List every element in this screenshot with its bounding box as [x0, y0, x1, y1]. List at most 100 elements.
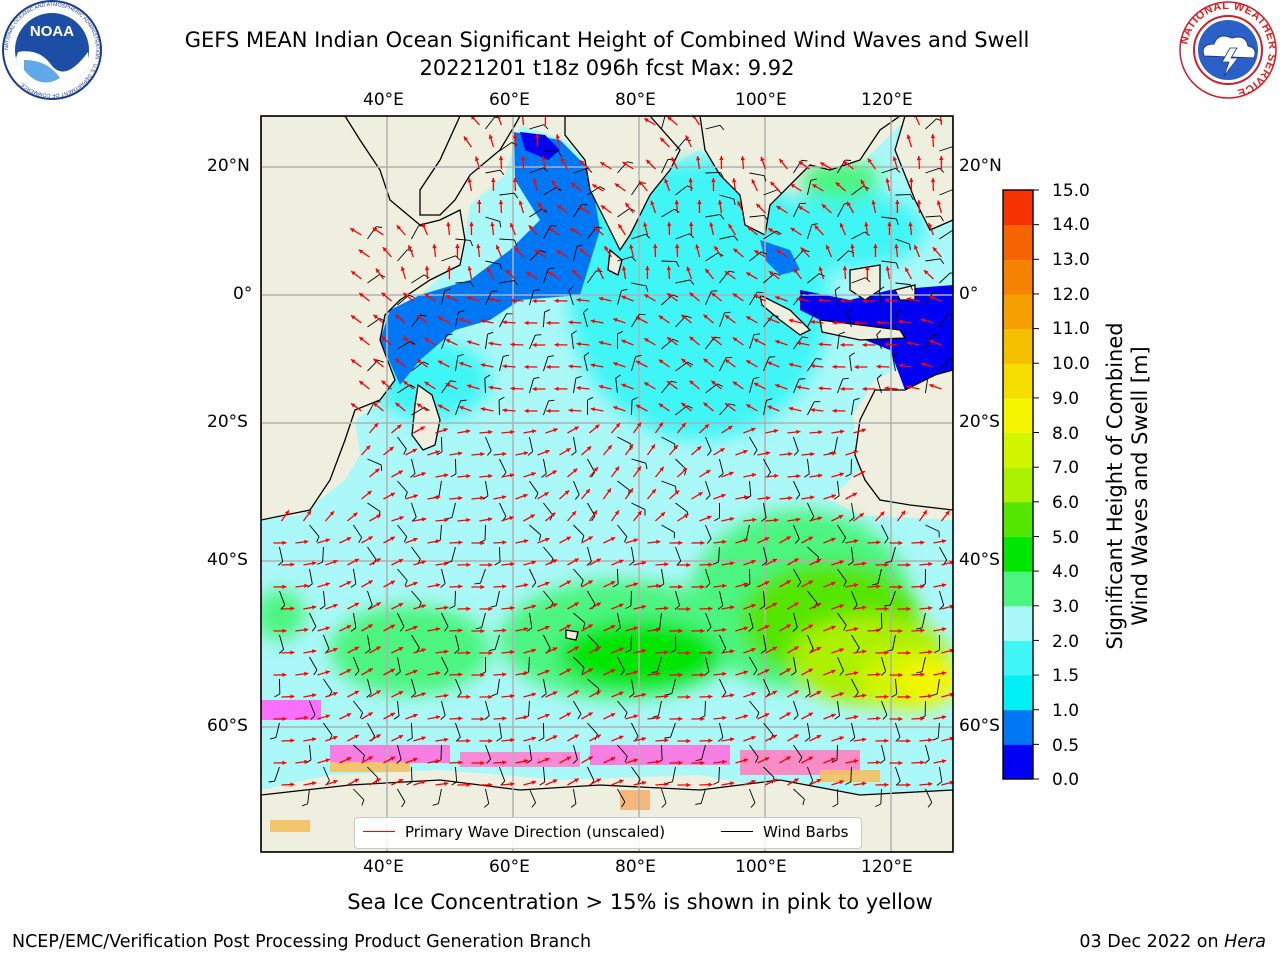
wave-arrow-head: [498, 200, 504, 205]
wind-barb-flag: [615, 627, 621, 632]
wave-arrow-head: [754, 250, 759, 255]
wave-arrow-head: [798, 161, 804, 166]
wave-arrow-head: [689, 336, 694, 341]
wind-barb: [543, 502, 553, 516]
wave-arrow-head: [839, 648, 844, 653]
wind-barb-flag: [274, 693, 281, 698]
wave-arrow-head: [621, 383, 626, 388]
wave-arrow-head: [518, 200, 523, 206]
wind-barb-flag: [631, 397, 638, 401]
wind-barb: [367, 722, 376, 737]
wind-barb: [661, 568, 665, 584]
wave-arrow-head: [920, 760, 925, 765]
wave-arrow-head: [842, 266, 848, 271]
wave-arrow-head: [421, 604, 426, 609]
wave-arrow-head: [590, 319, 596, 324]
wave-arrow-head: [523, 539, 529, 544]
wind-barb: [455, 312, 459, 328]
wave-arrow-head: [304, 671, 309, 677]
wind-barb: [675, 361, 688, 372]
wind-barb: [397, 436, 407, 450]
wave-arrow-head: [722, 671, 727, 677]
wave-arrow-head: [373, 402, 378, 407]
wave-arrow-head: [930, 134, 936, 139]
wave-arrow-head: [359, 293, 364, 298]
wind-barb-flag: [527, 451, 533, 456]
wave-arrow-head: [636, 466, 641, 471]
wind-barb: [309, 568, 313, 584]
wind-barb-flag: [733, 198, 736, 205]
wind-barb-flag: [354, 670, 360, 676]
wind-barb: [499, 546, 501, 563]
wave-arrow-head: [816, 603, 822, 607]
colorbar-tick: 1.5: [1052, 666, 1080, 686]
wave-arrow-head: [764, 581, 770, 586]
wave-arrow-head: [641, 648, 647, 654]
wind-barb: [675, 590, 680, 606]
wave-arrow-head: [534, 249, 540, 254]
wave-arrow-head: [876, 584, 881, 589]
wind-barb: [670, 722, 676, 738]
wave-arrow-head: [810, 363, 815, 369]
wave-arrow-head: [867, 158, 872, 164]
wave-arrow-head: [568, 320, 573, 325]
wave-arrow-head: [510, 298, 515, 303]
wave-arrow-head: [667, 116, 672, 121]
wave-arrow-head: [751, 427, 756, 432]
wave-arrow-head: [541, 156, 546, 161]
wind-barb: [939, 766, 943, 782]
wind-barb: [793, 700, 799, 716]
wind-barb: [543, 312, 545, 328]
wave-arrow-head: [548, 272, 553, 277]
wind-barb: [455, 722, 461, 738]
wave-arrow-head: [816, 647, 822, 651]
wave-arrow-head: [818, 342, 823, 347]
colorbar-segment: [1003, 536, 1033, 572]
wave-arrow-head: [876, 760, 881, 765]
wave-arrow-head: [751, 647, 756, 653]
wave-arrow-head: [700, 628, 705, 634]
wave-arrow-head: [914, 244, 919, 250]
wave-arrow-head: [510, 605, 515, 611]
wind-barb-flag: [457, 353, 464, 357]
wave-arrow-head: [614, 466, 620, 472]
wind-barb-flag: [666, 781, 673, 784]
wind-barb-flag: [451, 781, 457, 786]
wind-barb-flag: [410, 340, 416, 345]
wave-arrow-head: [458, 540, 463, 545]
wave-arrow-head: [438, 404, 443, 409]
wave-arrow-head: [898, 584, 903, 590]
wave-arrow-head: [432, 244, 437, 249]
wave-arrow-head: [480, 584, 485, 590]
wave-arrow-head: [764, 625, 770, 630]
wave-arrow-head: [290, 650, 295, 655]
wave-arrow-head: [598, 340, 604, 346]
wave-arrow-head: [796, 385, 802, 390]
wave-arrow-head: [854, 364, 859, 370]
wind-barb: [851, 722, 856, 738]
wave-arrow-head: [502, 628, 507, 633]
wind-barb: [411, 458, 416, 474]
wave-arrow-head: [928, 649, 933, 655]
noaa-logo: NOAA NATIONAL OCEANIC AND ATMOSPHERIC AD…: [2, 0, 102, 100]
wind-barb-flag: [450, 380, 457, 383]
wave-arrow-head: [873, 244, 878, 249]
wind-barb: [925, 788, 933, 803]
wave-arrow-head: [695, 244, 700, 249]
wind-barb: [793, 656, 797, 672]
wave-arrow-head: [588, 624, 593, 629]
wave-arrow-head: [779, 158, 784, 164]
wind-barb-flag: [319, 605, 326, 610]
wave-arrow-head: [743, 449, 748, 454]
wave-arrow-head: [466, 606, 471, 612]
wind-barb-flag: [879, 286, 885, 291]
wave-arrow-head: [443, 428, 448, 433]
wave-arrow-head: [488, 738, 493, 744]
wave-arrow-head: [817, 516, 822, 521]
wave-arrow-head: [892, 156, 897, 162]
wind-barb: [937, 722, 940, 738]
wind-barb: [441, 290, 446, 306]
wind-barb-flag: [763, 175, 767, 182]
wave-arrow-head: [346, 581, 352, 586]
wind-barb: [480, 568, 486, 584]
